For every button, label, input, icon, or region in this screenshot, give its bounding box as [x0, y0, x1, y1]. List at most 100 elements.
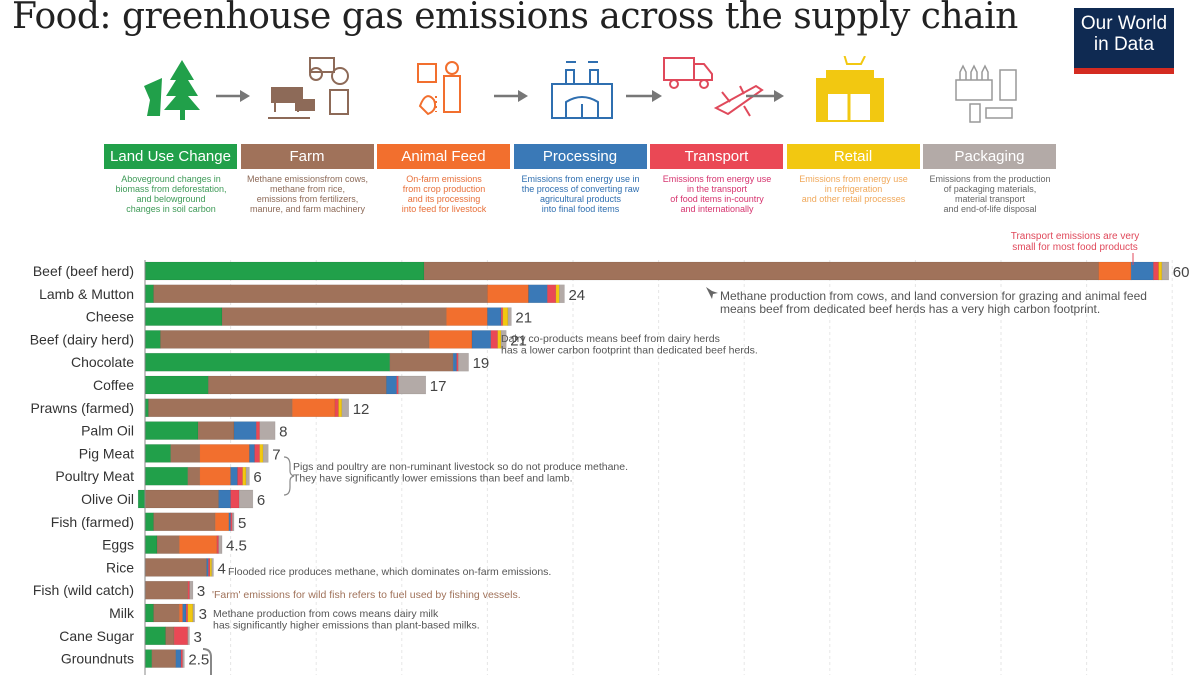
bar-segment-land [144, 352, 391, 372]
bar-segment-transport [237, 466, 243, 486]
bar-segment-processing [1130, 261, 1154, 281]
bar-segment-land [144, 307, 223, 326]
annotation-text: has significantly higher emissions than … [213, 620, 480, 632]
bar-segment-processing [206, 558, 209, 577]
bar-segment-packaging [182, 649, 185, 668]
total-value-label: 3 [199, 606, 207, 623]
bracket-icon [202, 648, 212, 675]
bar-segment-retail [338, 398, 343, 418]
bar-segment-farm [153, 284, 488, 304]
bar-segment-feed [428, 330, 473, 349]
bar-segment-packaging [189, 580, 194, 600]
stage-farm-label: Farm [240, 144, 374, 169]
chart-title: Food: greenhouse gas emissions across th… [12, 0, 1018, 37]
category-label: Pig Meat [79, 445, 134, 461]
bar-segment-farm [153, 603, 180, 623]
bar-segment-farm [423, 261, 1099, 281]
bar-segment-feed [291, 398, 336, 418]
logo-line-2: in Data [1093, 34, 1155, 55]
category-label: Groundnuts [61, 651, 134, 667]
stage-transport-label: Transport [650, 144, 783, 169]
bar-segment-processing [452, 352, 457, 372]
category-label: Eggs [102, 537, 134, 553]
bar-segment-farm [221, 307, 447, 326]
bar-segment-land [144, 466, 189, 486]
bar-segment-feed [178, 603, 183, 623]
annotation-text: means beef from dedicated beef herds has… [720, 302, 1100, 316]
bar-segment-farm [165, 626, 175, 646]
bar-segment-transport [490, 330, 498, 349]
bar-segment-farm [160, 330, 430, 349]
bar-segment-transport [500, 307, 504, 326]
bar-segment-land [144, 398, 149, 418]
category-label: Coffee [93, 377, 134, 393]
total-value-label: 8 [279, 424, 287, 441]
bar-segment-farm [148, 398, 293, 418]
owid-logo[interactable]: Our World in Data [1074, 8, 1174, 74]
bar-segment-transport [230, 489, 240, 509]
supply-chain-icons [144, 56, 1017, 123]
bar-segment-farm [144, 558, 207, 577]
annotation-text: small for most food products [1012, 242, 1138, 253]
total-value-label: 17 [430, 378, 447, 395]
total-value-label: 6 [253, 469, 261, 486]
total-value-label: 21 [510, 332, 527, 349]
total-value-label: 4 [217, 560, 225, 577]
bar-segment-transport [334, 398, 339, 418]
bar-segment-transport [173, 626, 189, 646]
bar-segment-transport [256, 421, 260, 440]
annotation-text: Pigs and poultry are non-ruminant livest… [293, 461, 628, 473]
bar-segment-retail [242, 466, 247, 486]
stage-land-label: Land Use Change [104, 144, 237, 169]
category-label: Chocolate [71, 354, 134, 370]
bar-segment-transport [396, 375, 399, 395]
stage-retail-label: Retail [786, 144, 920, 169]
bar-segment-land [144, 261, 425, 281]
stage-packaging-label: Packaging [923, 144, 1056, 169]
bar-segment-transport [208, 558, 211, 577]
bar-segment-land [144, 375, 209, 395]
bar-segment-feed [199, 444, 250, 463]
annotation-text: Methane production from cows means dairy… [213, 608, 439, 620]
bar-segment-processing [218, 489, 231, 509]
bar-segment-land [144, 603, 154, 623]
annotation-text: They have significantly lower emissions … [293, 473, 573, 485]
bar-segment-packaging [262, 444, 269, 463]
retail-store-cart-icon [816, 56, 884, 122]
bar-segment-farm [197, 421, 235, 440]
bar-segment-transport [1153, 261, 1159, 281]
bar-segment-transport [185, 603, 189, 623]
category-label: Cane Sugar [59, 628, 134, 644]
stage-packaging-description: Emissions from the production of packagin… [929, 174, 1051, 214]
bar-segment-retail [502, 307, 509, 326]
bar-segment-transport [187, 580, 190, 600]
bar-segment-packaging [458, 352, 469, 372]
bar-segment-retail [209, 558, 213, 577]
bar-segment-feed [446, 307, 488, 326]
stage-processing-description: Emissions from energy use in the process … [521, 174, 640, 214]
bar-segment-retail [187, 603, 194, 623]
bar-segment-packaging [218, 535, 223, 554]
bar-segment-feed [178, 535, 218, 554]
bar-segment-transport [216, 535, 219, 554]
bar-segment-processing [471, 330, 492, 349]
bar-segment-processing [230, 466, 238, 486]
bar-segment-packaging [559, 284, 565, 304]
total-value-label: 21 [515, 310, 532, 327]
farm-animals-tractor-icon [268, 57, 349, 119]
bar-segment-farm [144, 489, 219, 509]
transport-truck-plane-icon [663, 57, 764, 117]
logo-accent-bar [1074, 68, 1174, 74]
brace-icon [283, 456, 295, 496]
total-value-label: 4.5 [226, 538, 247, 555]
emissions-bar-chart: Beef (beef herd) Lamb & Mutton Cheese Beef … [30, 231, 1189, 675]
stage-retail-description: Emissions from energy use in refrigeratio… [799, 174, 908, 204]
bar-segment-land [144, 512, 154, 532]
bar-segment-farm [144, 580, 189, 600]
bar-segment-farm [170, 444, 201, 463]
bar-segment-processing [175, 649, 182, 668]
bar-segment-farm [156, 535, 180, 554]
total-value-label: 2.5 [188, 652, 209, 669]
annotation-text: Methane production from cows, and land c… [720, 289, 1147, 303]
category-label: Prawns (farmed) [31, 400, 134, 416]
